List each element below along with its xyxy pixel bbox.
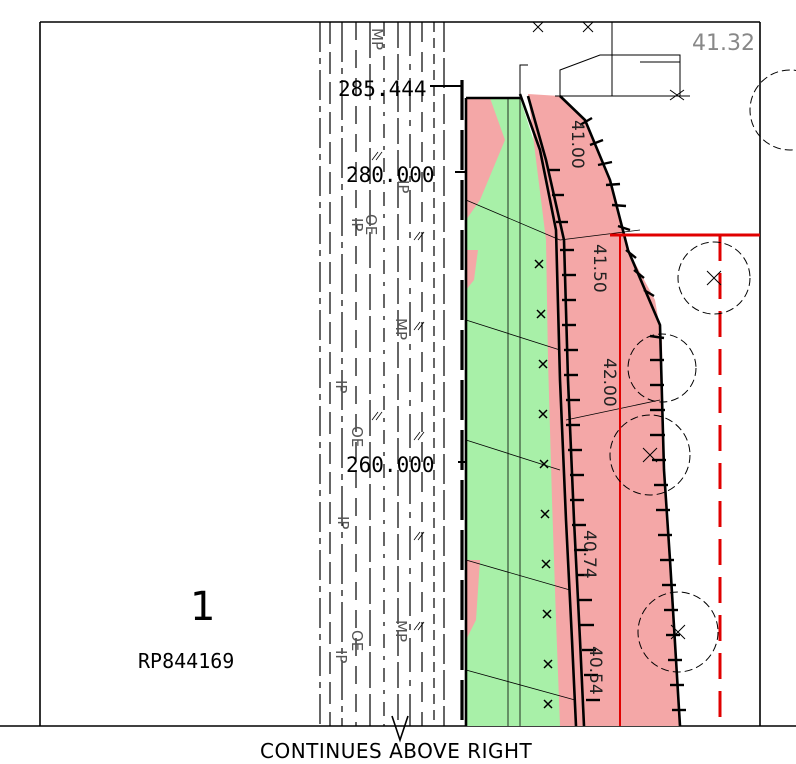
section-lines	[465, 98, 661, 726]
service-label-oe-3: OE	[348, 630, 366, 651]
service-label-mp-1: MP	[368, 28, 386, 50]
service-label-oe-2: OE	[348, 426, 366, 447]
batter-lines	[464, 93, 682, 727]
tree-1	[677, 241, 751, 315]
tree-5	[749, 69, 796, 151]
continuation-arrow	[391, 715, 409, 743]
batter-ticks	[579, 116, 686, 712]
chainage-label-2: 280.000	[346, 163, 435, 187]
batter-ticks-inner	[548, 168, 600, 702]
structure-outline	[519, 21, 690, 101]
property-boundary	[610, 233, 760, 726]
lot-number: 1	[190, 584, 215, 630]
chainage-label-3: 260.000	[346, 453, 435, 477]
service-label-ip-3: IP	[332, 380, 350, 393]
fence-marks	[534, 259, 553, 709]
service-label-ip-5: IP	[332, 650, 350, 663]
corridor-hatching	[371, 151, 425, 631]
batter-level-4: 40.74	[579, 530, 599, 579]
batter-level-1: 41.00	[567, 120, 587, 169]
service-label-ip-1: IP	[394, 180, 412, 193]
batter-level-2: 41.50	[589, 244, 609, 293]
chainage-label-1: 285.444	[338, 77, 427, 101]
cut-patch-a	[466, 98, 505, 220]
service-label-mp-3: MP	[392, 620, 410, 642]
tree-2	[627, 333, 697, 403]
service-label-oe-1: OE	[362, 214, 380, 235]
service-lines	[319, 22, 445, 726]
tree-3	[609, 414, 691, 496]
batter-level-5: 40.54	[585, 646, 605, 695]
lot-plan: RP844169	[138, 649, 234, 673]
tree-4	[637, 591, 719, 673]
tree-symbols	[609, 69, 796, 673]
cut-area	[528, 94, 680, 726]
continuation-note: CONTINUES ABOVE RIGHT	[260, 739, 533, 763]
batter-level-3: 42.00	[599, 358, 619, 407]
service-label-mp-2: MP	[392, 318, 410, 340]
service-label-ip-2: IP	[348, 218, 366, 231]
level-label: 41.32	[692, 31, 755, 56]
cut-patch-c	[466, 560, 480, 640]
service-label-ip-4: IP	[334, 516, 352, 529]
cut-patch-b	[466, 250, 478, 290]
